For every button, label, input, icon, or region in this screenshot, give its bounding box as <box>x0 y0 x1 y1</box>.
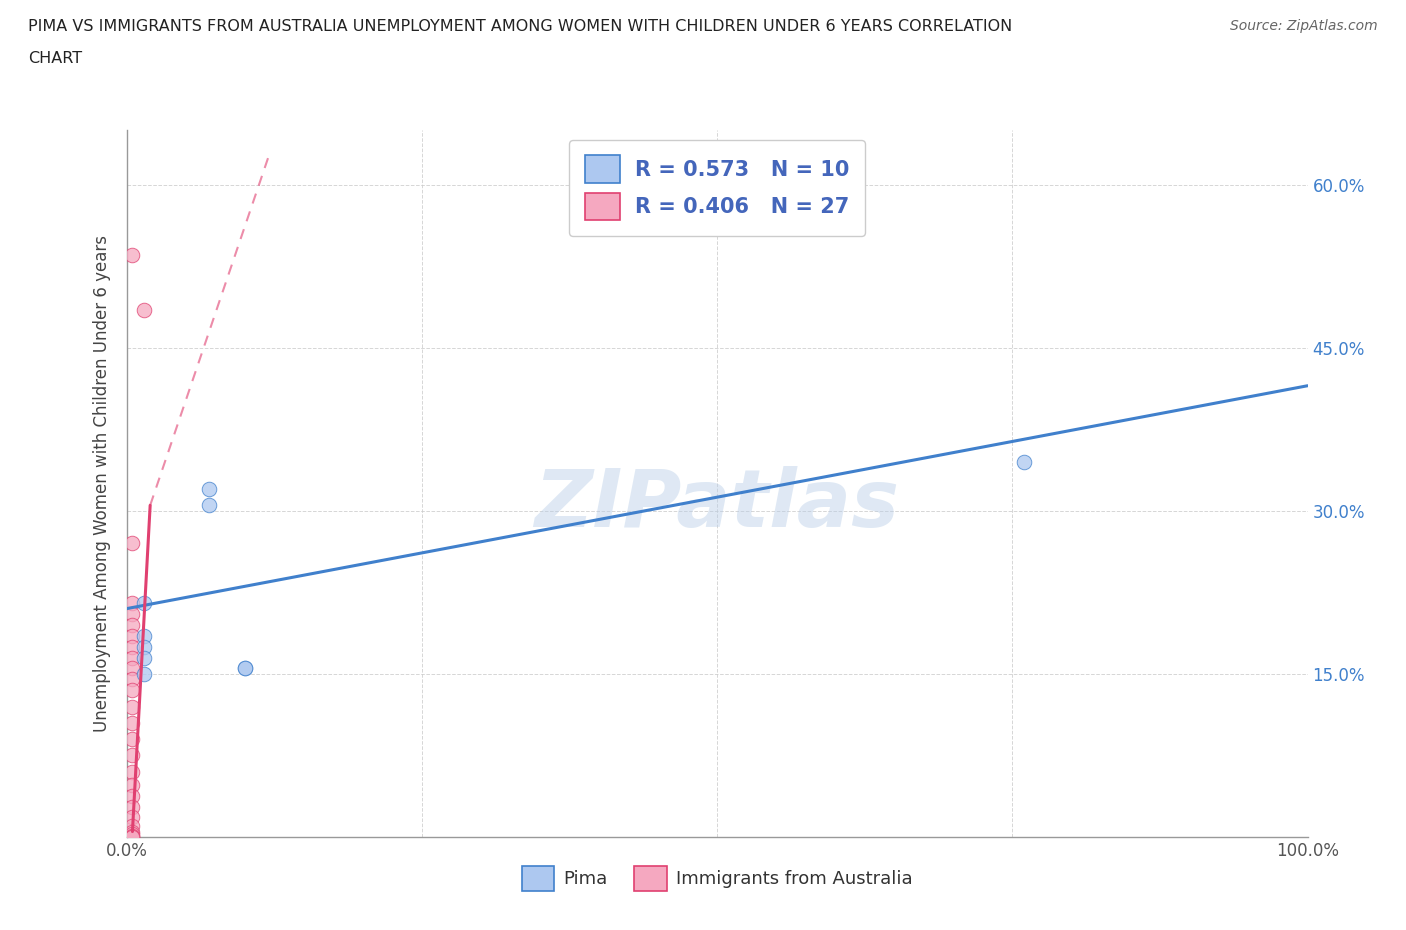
Point <box>233 661 256 676</box>
Point <box>121 830 143 844</box>
Point <box>121 748 143 763</box>
Point <box>198 498 221 512</box>
Point <box>121 818 143 833</box>
Point <box>134 596 156 611</box>
Point <box>134 639 156 654</box>
Point <box>121 650 143 665</box>
Point <box>121 661 143 676</box>
Point <box>121 683 143 698</box>
Point <box>121 639 143 654</box>
Point <box>121 596 143 611</box>
Point <box>134 302 156 317</box>
Point <box>198 482 221 497</box>
Point <box>1012 455 1035 470</box>
Text: Source: ZipAtlas.com: Source: ZipAtlas.com <box>1230 19 1378 33</box>
Text: ZIPatlas: ZIPatlas <box>534 466 900 544</box>
Point <box>121 826 143 841</box>
Point <box>121 799 143 814</box>
Point <box>121 247 143 262</box>
Point <box>121 789 143 804</box>
Point <box>134 650 156 665</box>
Point <box>121 830 143 844</box>
Point <box>121 715 143 730</box>
Point <box>121 764 143 779</box>
Point <box>121 629 143 644</box>
Y-axis label: Unemployment Among Women with Children Under 6 years: Unemployment Among Women with Children U… <box>93 235 111 732</box>
Text: PIMA VS IMMIGRANTS FROM AUSTRALIA UNEMPLOYMENT AMONG WOMEN WITH CHILDREN UNDER 6: PIMA VS IMMIGRANTS FROM AUSTRALIA UNEMPL… <box>28 19 1012 33</box>
Point <box>134 629 156 644</box>
Point <box>233 661 256 676</box>
Point <box>121 732 143 747</box>
Point <box>121 671 143 686</box>
Point <box>121 829 143 844</box>
Point <box>121 536 143 551</box>
Point <box>121 824 143 839</box>
Text: CHART: CHART <box>28 51 82 66</box>
Point <box>121 618 143 632</box>
Legend: Pima, Immigrants from Australia: Pima, Immigrants from Australia <box>515 858 920 898</box>
Point <box>121 699 143 714</box>
Point <box>121 777 143 792</box>
Point <box>134 667 156 682</box>
Point <box>121 810 143 825</box>
Point <box>121 606 143 621</box>
